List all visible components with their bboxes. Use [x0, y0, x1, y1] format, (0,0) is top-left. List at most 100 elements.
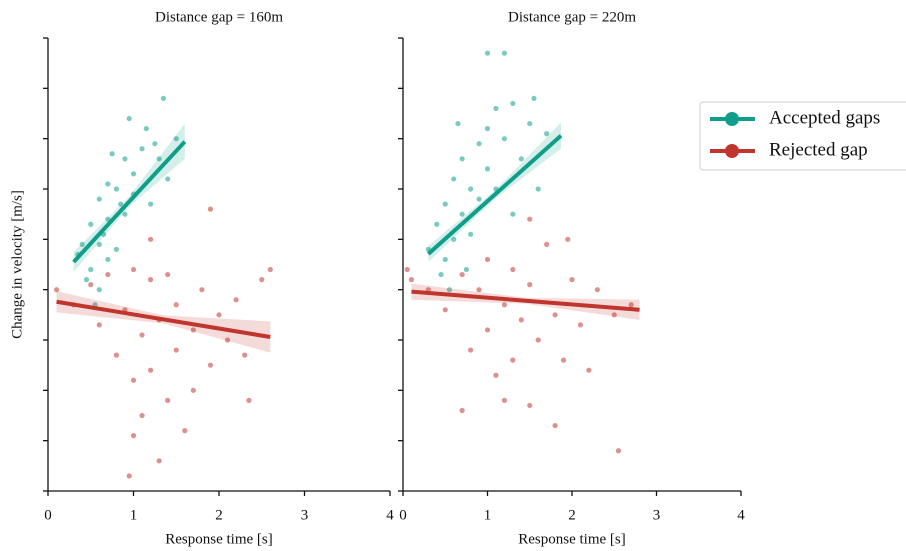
point — [79, 241, 85, 247]
point — [105, 181, 111, 187]
panel-title: Distance gap = 220m — [508, 9, 636, 25]
point — [501, 136, 507, 142]
point — [96, 196, 102, 202]
point — [463, 266, 469, 273]
point — [451, 176, 457, 182]
point — [143, 126, 149, 132]
legend-label: Accepted gaps — [769, 107, 880, 128]
point — [207, 206, 214, 212]
point — [569, 277, 575, 283]
point — [88, 221, 94, 227]
point — [438, 271, 444, 278]
point — [156, 458, 162, 464]
point — [484, 256, 491, 263]
fit-line — [72, 140, 187, 264]
point — [105, 256, 111, 263]
x-tick-label: 1 — [484, 507, 492, 523]
x-tick-label: 2 — [215, 507, 223, 523]
point — [88, 282, 94, 288]
point — [484, 327, 491, 333]
point — [510, 266, 516, 273]
point — [130, 266, 137, 273]
point — [113, 186, 119, 192]
point — [199, 287, 205, 293]
point — [527, 216, 533, 222]
point — [242, 352, 248, 358]
point — [190, 387, 196, 393]
point — [510, 100, 516, 107]
point — [126, 473, 132, 479]
point — [118, 201, 124, 207]
point — [527, 120, 533, 127]
point — [224, 337, 231, 343]
point — [446, 287, 453, 293]
confidence-band — [73, 123, 185, 273]
x-axis-label: Response time [s] — [165, 531, 272, 547]
point — [544, 131, 550, 137]
point — [139, 412, 145, 419]
point — [594, 287, 600, 293]
x-tick-label: 0 — [399, 507, 407, 523]
point — [113, 352, 119, 358]
point — [246, 397, 252, 403]
point — [148, 201, 154, 207]
point — [531, 95, 537, 101]
point — [207, 362, 214, 368]
x-tick-label: 4 — [737, 507, 745, 523]
point — [165, 271, 171, 278]
point — [468, 231, 474, 237]
x-tick-label: 1 — [130, 507, 138, 523]
point — [510, 211, 516, 217]
point — [459, 211, 465, 217]
x-tick-label: 3 — [653, 507, 661, 523]
point — [434, 221, 440, 227]
point — [173, 136, 179, 142]
point — [476, 287, 482, 293]
point — [165, 176, 171, 182]
point — [173, 302, 179, 308]
legend: Accepted gaps Rejected gap — [699, 101, 906, 171]
point — [152, 141, 158, 147]
x-tick-label: 0 — [44, 507, 52, 523]
point — [113, 246, 119, 252]
point — [408, 277, 415, 283]
point — [484, 166, 491, 172]
point — [442, 201, 448, 207]
point — [459, 271, 465, 278]
point — [459, 156, 465, 162]
point — [535, 337, 541, 343]
x-tick-label: 4 — [386, 507, 394, 523]
point — [96, 287, 102, 293]
fit-line — [56, 299, 271, 339]
point — [468, 347, 474, 353]
point — [615, 448, 622, 454]
point — [126, 115, 132, 122]
point — [404, 266, 410, 273]
point — [484, 50, 491, 56]
point — [493, 105, 499, 112]
point — [527, 282, 533, 288]
point — [527, 402, 533, 409]
point — [259, 277, 265, 283]
point — [535, 186, 541, 192]
point — [476, 141, 482, 147]
point — [148, 367, 154, 373]
point — [442, 256, 448, 263]
point — [190, 327, 196, 333]
point — [455, 120, 461, 127]
point — [442, 307, 448, 313]
point — [484, 126, 491, 132]
point — [493, 372, 499, 378]
point — [451, 236, 457, 242]
legend-marker — [725, 144, 739, 158]
point — [148, 236, 154, 242]
point — [105, 271, 111, 278]
x-tick-label: 3 — [301, 507, 309, 523]
point — [565, 236, 571, 242]
fit-line — [411, 289, 640, 312]
point — [160, 95, 167, 101]
fit-line — [427, 134, 563, 256]
point — [560, 357, 567, 363]
point — [611, 312, 617, 318]
point — [518, 317, 524, 323]
